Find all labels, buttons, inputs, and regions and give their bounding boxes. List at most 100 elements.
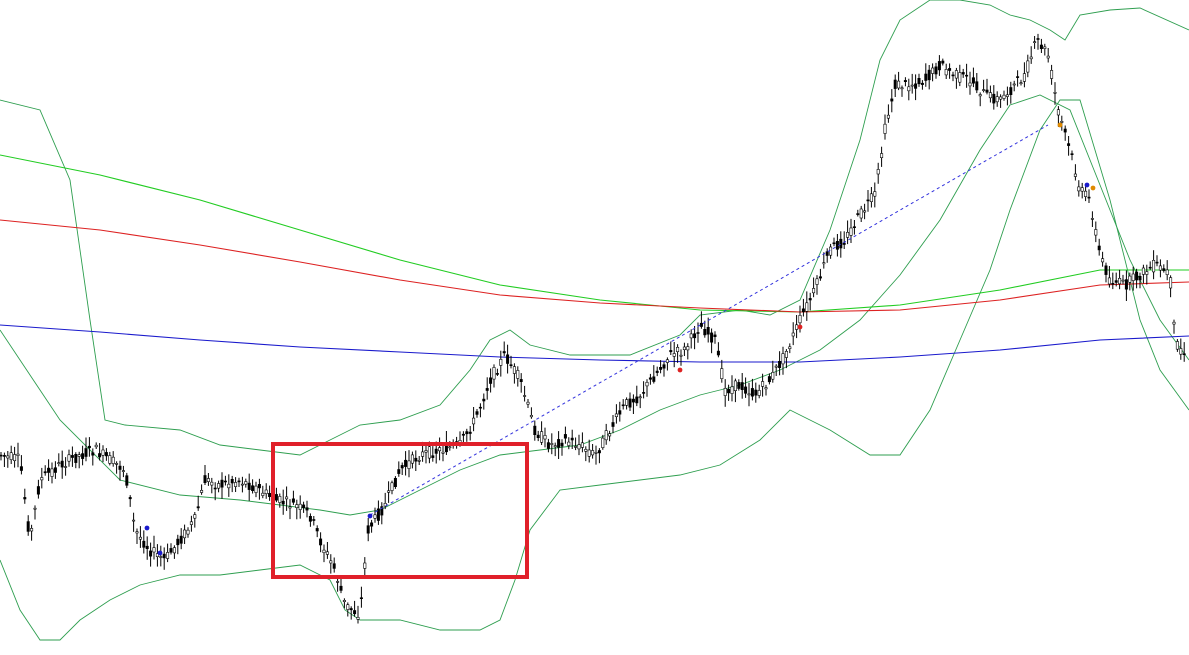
candle-body bbox=[291, 498, 295, 503]
candle-body bbox=[278, 496, 282, 503]
candle-body bbox=[727, 388, 731, 394]
candle-body bbox=[818, 276, 822, 279]
candle-body bbox=[329, 560, 333, 564]
candle-body bbox=[1107, 277, 1111, 285]
candle-body bbox=[125, 475, 129, 486]
candle-body bbox=[30, 528, 34, 532]
candle-body bbox=[1036, 38, 1040, 40]
candle-body bbox=[577, 444, 581, 450]
candle-body bbox=[665, 359, 669, 363]
candle-body bbox=[94, 444, 98, 448]
candle-body bbox=[370, 522, 374, 527]
candle-body bbox=[342, 599, 346, 602]
candle-body bbox=[196, 506, 200, 509]
candle-body bbox=[863, 210, 867, 213]
highlight-box bbox=[271, 442, 529, 579]
candle-body bbox=[825, 251, 829, 256]
candle-body bbox=[948, 68, 952, 71]
candle-body bbox=[281, 500, 285, 505]
candle-body bbox=[135, 531, 139, 534]
candle-body bbox=[1077, 186, 1081, 192]
bb-lower-line bbox=[0, 99, 1189, 641]
candle-body bbox=[251, 485, 255, 492]
candle-body bbox=[876, 169, 880, 175]
candle-body bbox=[149, 550, 153, 557]
candle-body bbox=[621, 404, 625, 407]
candle-body bbox=[1124, 279, 1128, 290]
candle-body bbox=[261, 492, 265, 496]
candle-body bbox=[1128, 275, 1132, 283]
candle-body bbox=[363, 562, 367, 569]
candle-body bbox=[421, 451, 425, 457]
candle-body bbox=[1162, 268, 1166, 271]
candle-body bbox=[461, 433, 465, 436]
candle-body bbox=[223, 480, 227, 483]
candle-body bbox=[730, 386, 734, 394]
candle-body bbox=[737, 382, 741, 389]
candle-body bbox=[890, 98, 894, 102]
candle-body bbox=[1094, 229, 1098, 236]
candle-body bbox=[842, 242, 846, 245]
candle-body bbox=[98, 453, 102, 458]
candle-body bbox=[410, 454, 414, 464]
candle-body bbox=[703, 328, 707, 336]
candle-body bbox=[485, 388, 489, 391]
candle-body bbox=[849, 227, 853, 236]
candle-body bbox=[645, 381, 649, 387]
candle-body bbox=[81, 453, 85, 459]
candle-body bbox=[859, 208, 863, 219]
candle-body bbox=[1026, 60, 1030, 73]
candle-body bbox=[315, 528, 319, 532]
candle-body bbox=[927, 69, 931, 81]
candle-body bbox=[880, 153, 884, 158]
candle-body bbox=[846, 232, 850, 238]
candle-body bbox=[992, 93, 996, 104]
candle-body bbox=[767, 376, 771, 383]
candle-body bbox=[689, 333, 693, 339]
candle-body bbox=[64, 466, 68, 468]
candle-body bbox=[176, 538, 180, 546]
candle-body bbox=[0, 454, 3, 457]
candle-body bbox=[808, 298, 812, 301]
candle-body bbox=[36, 486, 40, 495]
candle-body bbox=[944, 69, 948, 76]
candle-body bbox=[6, 455, 10, 459]
candle-body bbox=[240, 483, 244, 486]
candle-body bbox=[740, 382, 744, 390]
candle-body bbox=[254, 485, 258, 493]
candle-body bbox=[366, 525, 370, 534]
candle-body bbox=[934, 66, 938, 75]
candle-body bbox=[434, 448, 438, 454]
candle-body bbox=[914, 83, 918, 89]
candle-body bbox=[1002, 94, 1006, 99]
candle-body bbox=[325, 551, 329, 555]
candle-body bbox=[380, 506, 384, 516]
candle-body bbox=[897, 80, 901, 89]
candle-body bbox=[302, 504, 306, 508]
candle-body bbox=[353, 610, 357, 615]
candle-body bbox=[87, 445, 91, 449]
bb-upper-line bbox=[0, 0, 1189, 456]
candle-body bbox=[951, 74, 955, 77]
candle-body bbox=[159, 556, 163, 558]
candle-body bbox=[614, 413, 618, 417]
candle-body bbox=[230, 478, 234, 484]
candle-body bbox=[778, 360, 782, 368]
candle-body bbox=[169, 548, 173, 553]
candle-body bbox=[285, 496, 289, 500]
candle-body bbox=[553, 445, 557, 448]
candle-body bbox=[587, 449, 591, 457]
candle-body bbox=[604, 430, 608, 441]
candle-body bbox=[985, 89, 989, 93]
candle-body bbox=[900, 87, 904, 90]
candle-body bbox=[628, 398, 632, 408]
candle-body bbox=[1114, 280, 1118, 283]
candle-body bbox=[70, 455, 74, 458]
ma-blue-line bbox=[0, 324, 1189, 363]
candle-body bbox=[472, 417, 476, 425]
candle-body bbox=[693, 333, 697, 339]
candle-body bbox=[903, 80, 907, 83]
candle-body bbox=[550, 443, 554, 445]
candle-body bbox=[560, 442, 564, 447]
